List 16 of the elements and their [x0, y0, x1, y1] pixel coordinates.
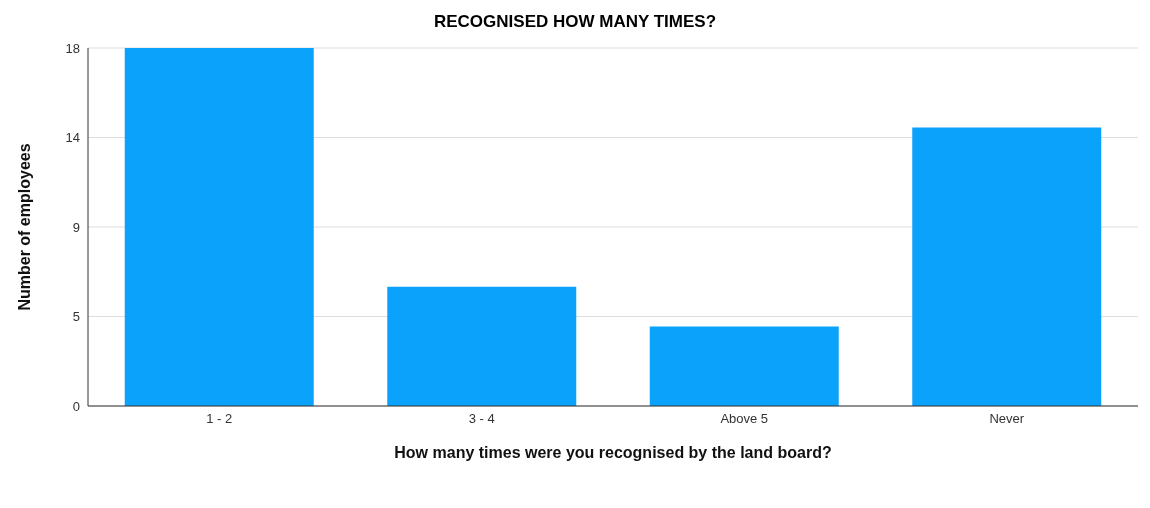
bar: [124, 48, 314, 406]
bar: [649, 326, 839, 406]
chart-title: RECOGNISED HOW MANY TIMES?: [432, 11, 718, 33]
y-tick-label: 14: [65, 130, 80, 146]
x-tick-label: 3 - 4: [468, 411, 495, 427]
x-tick-label: Never: [989, 411, 1025, 427]
y-tick-label: 0: [72, 398, 80, 414]
x-tick-label: 1 - 2: [206, 411, 233, 427]
bar: [387, 286, 577, 406]
x-tick-label: Above 5: [720, 411, 769, 427]
x-axis-title: How many times were you recognised by the land board?: [394, 444, 832, 461]
y-tick-label: 9: [72, 219, 80, 235]
y-axis-title: Number of employees: [15, 143, 33, 311]
y-tick-label: 5: [72, 309, 80, 325]
bar: [912, 127, 1102, 406]
y-tick-label: 18: [65, 40, 80, 56]
